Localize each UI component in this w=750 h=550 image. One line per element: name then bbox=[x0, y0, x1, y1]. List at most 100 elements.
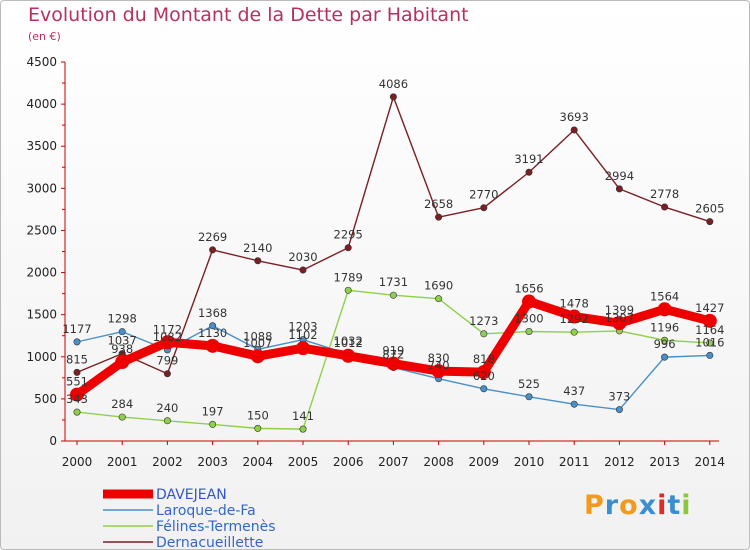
data-label: 1102 bbox=[288, 328, 317, 342]
data-point bbox=[296, 341, 310, 356]
data-label: 2269 bbox=[198, 230, 227, 244]
data-label: 2778 bbox=[650, 187, 679, 201]
data-point bbox=[118, 413, 126, 421]
data-label: 938 bbox=[111, 342, 133, 356]
data-label: 1016 bbox=[695, 335, 724, 349]
data-point bbox=[205, 338, 220, 353]
x-tick-label: 2012 bbox=[604, 455, 635, 469]
x-tick-label: 2007 bbox=[378, 455, 409, 469]
data-label: 1164 bbox=[695, 323, 724, 337]
data-point bbox=[476, 365, 491, 380]
data-label: 1368 bbox=[198, 306, 227, 320]
logo-letter: i bbox=[681, 490, 692, 521]
data-point bbox=[341, 348, 356, 363]
data-point bbox=[435, 295, 443, 303]
data-label: 373 bbox=[608, 390, 630, 404]
data-point bbox=[525, 328, 533, 336]
data-label: 551 bbox=[66, 375, 88, 389]
data-point bbox=[480, 385, 488, 393]
data-point bbox=[254, 257, 262, 265]
data-label: 1130 bbox=[198, 326, 227, 340]
data-label: 740 bbox=[428, 359, 450, 373]
y-tick-label: 3000 bbox=[26, 181, 57, 195]
data-label: 1196 bbox=[650, 320, 679, 334]
data-label: 830 bbox=[428, 351, 450, 365]
data-point bbox=[299, 266, 307, 274]
x-tick-label: 2009 bbox=[469, 455, 500, 469]
y-tick-label: 3500 bbox=[26, 139, 57, 153]
data-point bbox=[209, 322, 217, 330]
data-label: 1292 bbox=[560, 312, 589, 326]
data-point bbox=[661, 353, 669, 361]
data-label: 141 bbox=[292, 409, 314, 423]
data-point bbox=[567, 309, 582, 324]
data-label: 284 bbox=[111, 397, 133, 411]
x-tick-label: 2003 bbox=[197, 455, 228, 469]
data-label: 1177 bbox=[62, 322, 91, 336]
data-label: 818 bbox=[473, 352, 495, 366]
data-point bbox=[525, 168, 533, 176]
logo-letter: P bbox=[584, 490, 605, 521]
data-point bbox=[661, 203, 669, 211]
logo-letter: i bbox=[657, 490, 668, 521]
data-label: 1037 bbox=[108, 334, 137, 348]
data-label: 1203 bbox=[288, 320, 317, 334]
proxiti-logo: Proxiti bbox=[584, 490, 692, 521]
legend-label: Dernacueillette bbox=[156, 535, 263, 549]
data-label: 815 bbox=[66, 352, 88, 366]
data-label: 996 bbox=[654, 337, 676, 351]
data-label: 1007 bbox=[243, 336, 272, 350]
data-point bbox=[118, 328, 126, 336]
data-label: 1478 bbox=[560, 297, 589, 311]
chart-title: Evolution du Montant de la Dette par Hab… bbox=[28, 4, 469, 26]
x-tick-label: 2001 bbox=[107, 455, 138, 469]
data-label: 1427 bbox=[695, 301, 724, 315]
data-label: 1088 bbox=[243, 329, 272, 343]
data-point bbox=[163, 417, 171, 425]
data-label: 2295 bbox=[334, 228, 363, 242]
data-point bbox=[250, 349, 265, 364]
data-label: 620 bbox=[473, 369, 495, 383]
data-label: 1082 bbox=[153, 330, 182, 344]
data-point bbox=[70, 387, 84, 402]
data-point bbox=[344, 244, 352, 252]
data-label: 919 bbox=[382, 344, 404, 358]
x-tick-label: 2005 bbox=[288, 455, 319, 469]
data-label: 1399 bbox=[605, 303, 634, 317]
x-tick-label: 2011 bbox=[559, 455, 590, 469]
data-point bbox=[299, 425, 307, 433]
data-label: 1731 bbox=[379, 275, 408, 289]
logo-letter: t bbox=[667, 490, 682, 521]
data-label: 2994 bbox=[605, 169, 634, 183]
data-label: 3693 bbox=[560, 110, 589, 124]
data-label: 1789 bbox=[334, 270, 363, 284]
data-label: 2658 bbox=[424, 197, 453, 211]
y-tick-label: 500 bbox=[34, 392, 57, 406]
data-label: 3191 bbox=[514, 152, 543, 166]
data-label: 240 bbox=[156, 401, 178, 415]
data-point bbox=[706, 351, 714, 359]
data-label: 1690 bbox=[424, 279, 453, 293]
data-point bbox=[706, 339, 714, 347]
data-point bbox=[160, 335, 175, 350]
data-point bbox=[522, 294, 536, 309]
data-label: 1298 bbox=[108, 312, 137, 326]
data-point bbox=[431, 364, 446, 379]
data-point bbox=[115, 354, 130, 369]
data-point bbox=[344, 286, 352, 294]
y-tick-label: 1500 bbox=[26, 308, 57, 322]
x-tick-label: 2004 bbox=[243, 455, 274, 469]
data-point bbox=[525, 393, 533, 401]
x-tick-label: 2013 bbox=[649, 455, 680, 469]
x-tick-label: 2000 bbox=[62, 455, 93, 469]
data-label: 4086 bbox=[379, 77, 408, 91]
data-point bbox=[480, 330, 488, 338]
data-point bbox=[209, 246, 217, 254]
data-label: 150 bbox=[247, 408, 269, 422]
logo-letter: r bbox=[604, 490, 620, 521]
y-tick-label: 1000 bbox=[26, 350, 57, 364]
legend: DAVEJEANLaroque-de-FaFélines-TermenèsDer… bbox=[103, 487, 276, 549]
x-tick-label: 2006 bbox=[333, 455, 364, 469]
y-tick-label: 4500 bbox=[26, 55, 57, 69]
